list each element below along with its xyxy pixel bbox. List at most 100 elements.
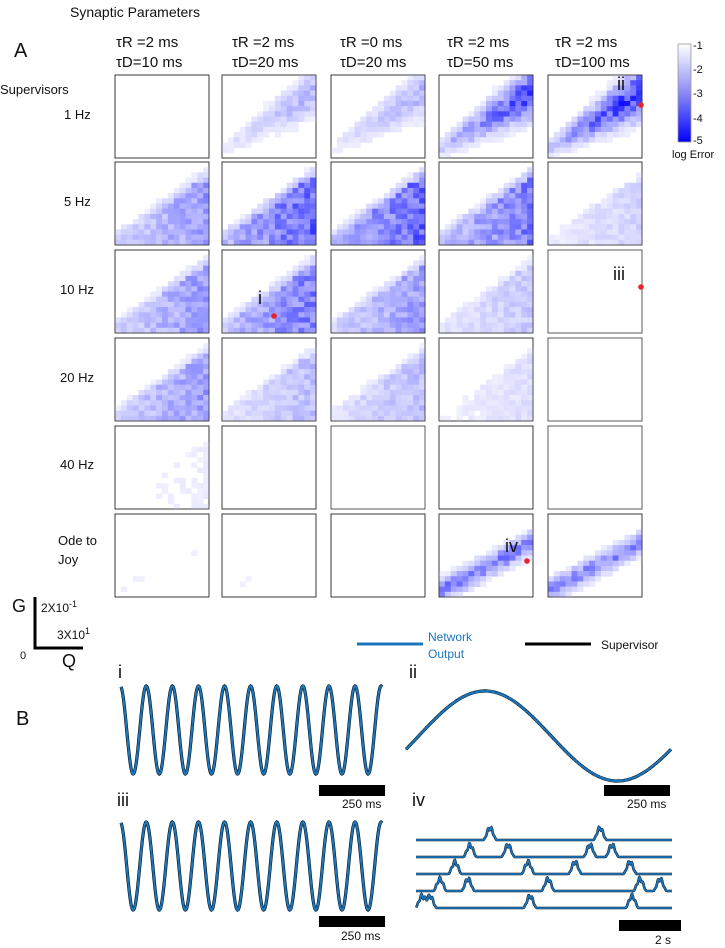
colorbar-tick: -3 xyxy=(693,88,703,100)
operating-point-marker xyxy=(638,102,644,108)
heatmap-cell xyxy=(221,74,317,159)
column-header-tau-r: τR =2 ms xyxy=(116,34,179,51)
operating-point-marker xyxy=(524,558,530,564)
operating-point-marker xyxy=(638,284,644,290)
marker-label-iv: iv xyxy=(505,536,518,556)
marker-label-i: i xyxy=(258,288,262,308)
network-output-trace xyxy=(119,684,383,777)
heatmap-cell xyxy=(221,513,317,598)
column-header-tau-r: τR =2 ms xyxy=(447,34,510,51)
heatmap-cell xyxy=(547,337,643,422)
heatmap-cell xyxy=(221,249,317,334)
heatmap-cell xyxy=(438,337,534,422)
heatmap-cell xyxy=(330,337,426,422)
heatmap-cell xyxy=(547,249,643,334)
column-header-tau-d: τD=100 ms xyxy=(555,54,630,71)
colorbar-gradient xyxy=(677,43,692,143)
heatmap-cell xyxy=(547,513,643,598)
rows-header: Supervisors xyxy=(0,82,69,97)
heatmap-cell xyxy=(547,74,643,159)
panel-a-label: A xyxy=(14,40,28,62)
column-header-tau-d: τD=20 ms xyxy=(340,54,407,71)
supervisor-trace xyxy=(416,841,672,859)
subpanel-label-i: i xyxy=(118,662,122,682)
scale-bar-label: 250 ms xyxy=(627,797,667,811)
network-output-trace xyxy=(119,819,383,912)
traces xyxy=(119,684,681,931)
heatmap-cell xyxy=(547,425,643,510)
colorbar-tick: -1 xyxy=(693,40,703,52)
axis-key-y-label: G xyxy=(12,596,27,616)
network-output-trace xyxy=(416,875,672,892)
column-header-tau-r: τR =2 ms xyxy=(555,34,618,51)
colorbar xyxy=(677,43,692,143)
supervisor-trace xyxy=(416,875,672,893)
marker-label-iii: iii xyxy=(613,264,625,284)
supervisor-trace xyxy=(416,825,672,842)
heatmap-cell xyxy=(330,74,426,159)
heatmap-cell xyxy=(221,161,317,246)
axis-key-origin: 0 xyxy=(20,650,27,662)
figure-title: Synaptic Parameters xyxy=(70,4,200,20)
supervisor-trace xyxy=(119,820,384,912)
heatmap-cell xyxy=(221,337,317,422)
column-header-tau-d: τD=20 ms xyxy=(232,54,299,71)
column-header-tau-r: τR =0 ms xyxy=(340,34,403,51)
network-output-trace xyxy=(405,689,672,783)
scale-bar-label: 2 s xyxy=(655,933,672,947)
heatmap-cell xyxy=(438,161,534,246)
legend-lines xyxy=(357,642,591,646)
axis-key-x-scale: 3X101 xyxy=(57,626,91,642)
panel-b-label: B xyxy=(16,708,30,730)
row-label: 40 Hz xyxy=(60,457,94,472)
heatmap-cell xyxy=(114,249,210,334)
scale-bar xyxy=(319,916,385,927)
row-label: 20 Hz xyxy=(60,370,94,385)
heatmap-cell xyxy=(114,425,210,510)
heatmap-cell xyxy=(547,161,643,246)
row-label: 5 Hz xyxy=(64,194,91,209)
heatmap-cell xyxy=(330,249,426,334)
axis-key-y-scale: 2X10-1 xyxy=(41,599,78,615)
colorbar-tick: -2 xyxy=(693,64,703,76)
heatmap-cell xyxy=(114,513,210,598)
heatmap-cell xyxy=(438,513,534,598)
column-header-tau-d: τD=10 ms xyxy=(116,54,183,71)
colorbar-tick: -5 xyxy=(693,135,703,147)
heatmap-cell xyxy=(438,74,534,159)
heatmap-cell xyxy=(438,425,534,510)
heatmap-cell xyxy=(114,161,210,246)
legend-network-label: Network xyxy=(428,630,473,644)
legend-supervisor-label: Supervisor xyxy=(601,638,659,652)
heatmap-cell xyxy=(330,161,426,246)
scale-bar xyxy=(619,920,681,931)
heatmap-grid xyxy=(114,74,644,598)
scale-bar xyxy=(604,785,670,796)
colorbar-tick: -4 xyxy=(693,113,703,125)
scale-bar xyxy=(319,785,385,796)
axis-key xyxy=(33,597,83,650)
heatmap-cell xyxy=(114,337,210,422)
scale-bar-label: 250 ms xyxy=(341,929,381,943)
network-output-trace xyxy=(416,842,672,858)
operating-point-marker xyxy=(271,313,277,319)
heatmap-cell xyxy=(438,249,534,334)
heatmap-cell xyxy=(330,425,426,510)
network-output-trace xyxy=(416,858,672,875)
column-header-tau-d: τD=50 ms xyxy=(447,54,514,71)
column-header-tau-r: τR =2 ms xyxy=(232,34,295,51)
marker-label-ii: ii xyxy=(617,74,625,94)
subpanel-label-iii: iii xyxy=(117,790,129,810)
heatmap-cell xyxy=(330,513,426,598)
subpanel-label-iv: iv xyxy=(412,790,425,810)
supervisor-trace xyxy=(119,684,384,776)
subpanel-label-ii: ii xyxy=(409,662,417,682)
row-label: Ode to Joy xyxy=(58,533,98,567)
heatmap-cell xyxy=(114,74,210,159)
colorbar-label: log Error xyxy=(672,149,715,161)
network-output-trace xyxy=(416,825,672,841)
axis-key-x-label: Q xyxy=(62,651,77,671)
legend-network-label-2: Output xyxy=(428,647,465,661)
heatmap-cell xyxy=(221,425,317,510)
network-output-trace xyxy=(415,892,672,909)
